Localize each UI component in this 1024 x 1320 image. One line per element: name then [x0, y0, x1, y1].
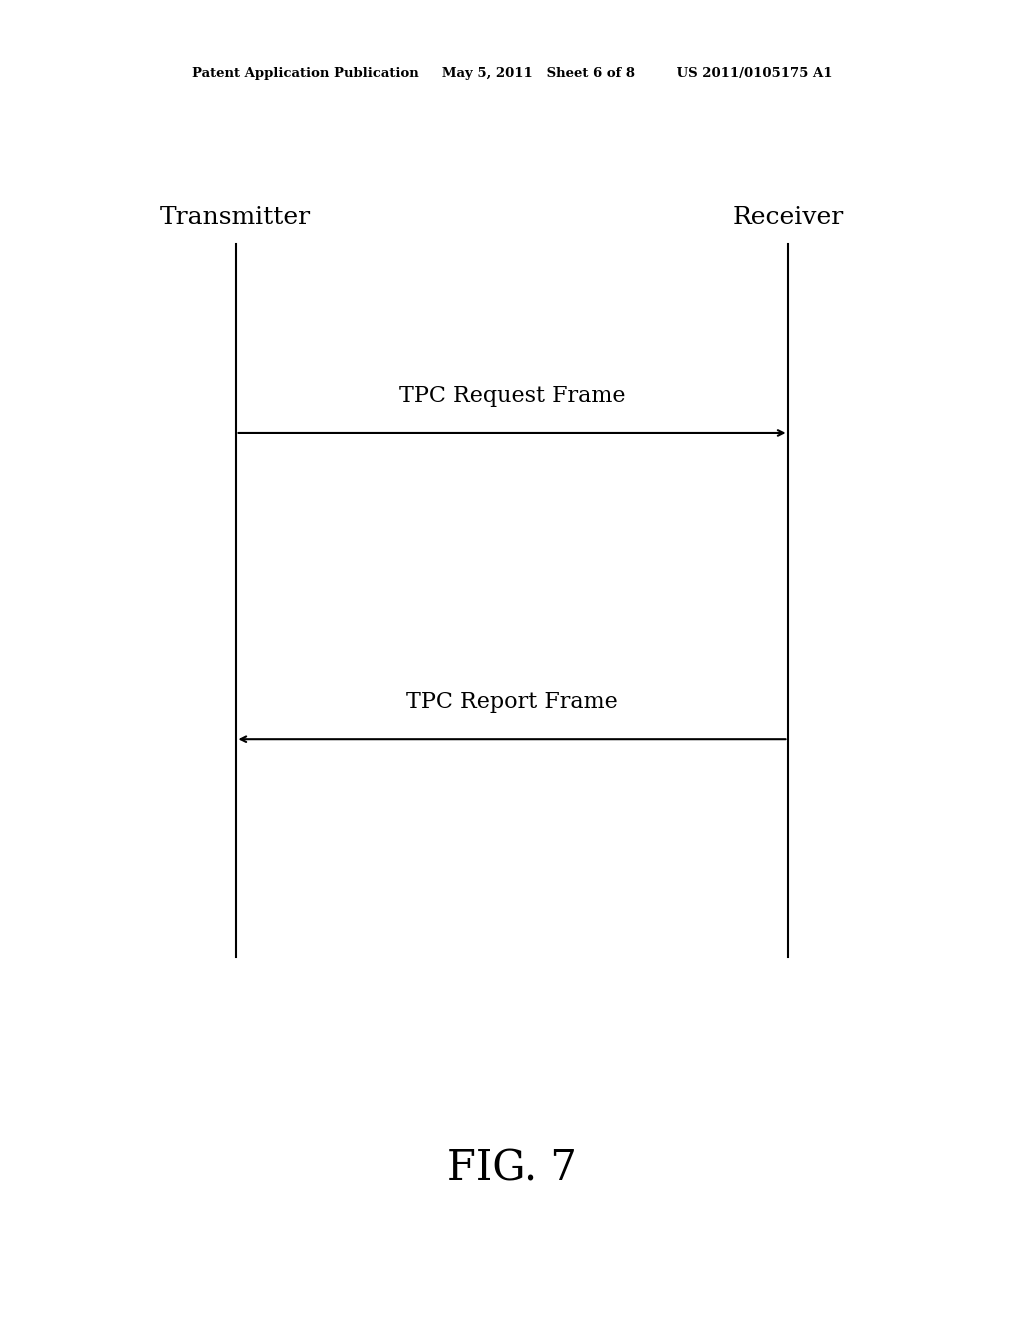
- Text: Patent Application Publication     May 5, 2011   Sheet 6 of 8         US 2011/01: Patent Application Publication May 5, 20…: [191, 67, 833, 81]
- Text: TPC Report Frame: TPC Report Frame: [407, 692, 617, 713]
- Text: Receiver: Receiver: [733, 206, 844, 230]
- Text: TPC Request Frame: TPC Request Frame: [398, 385, 626, 407]
- Text: Transmitter: Transmitter: [160, 206, 311, 230]
- Text: FIG. 7: FIG. 7: [447, 1147, 577, 1189]
